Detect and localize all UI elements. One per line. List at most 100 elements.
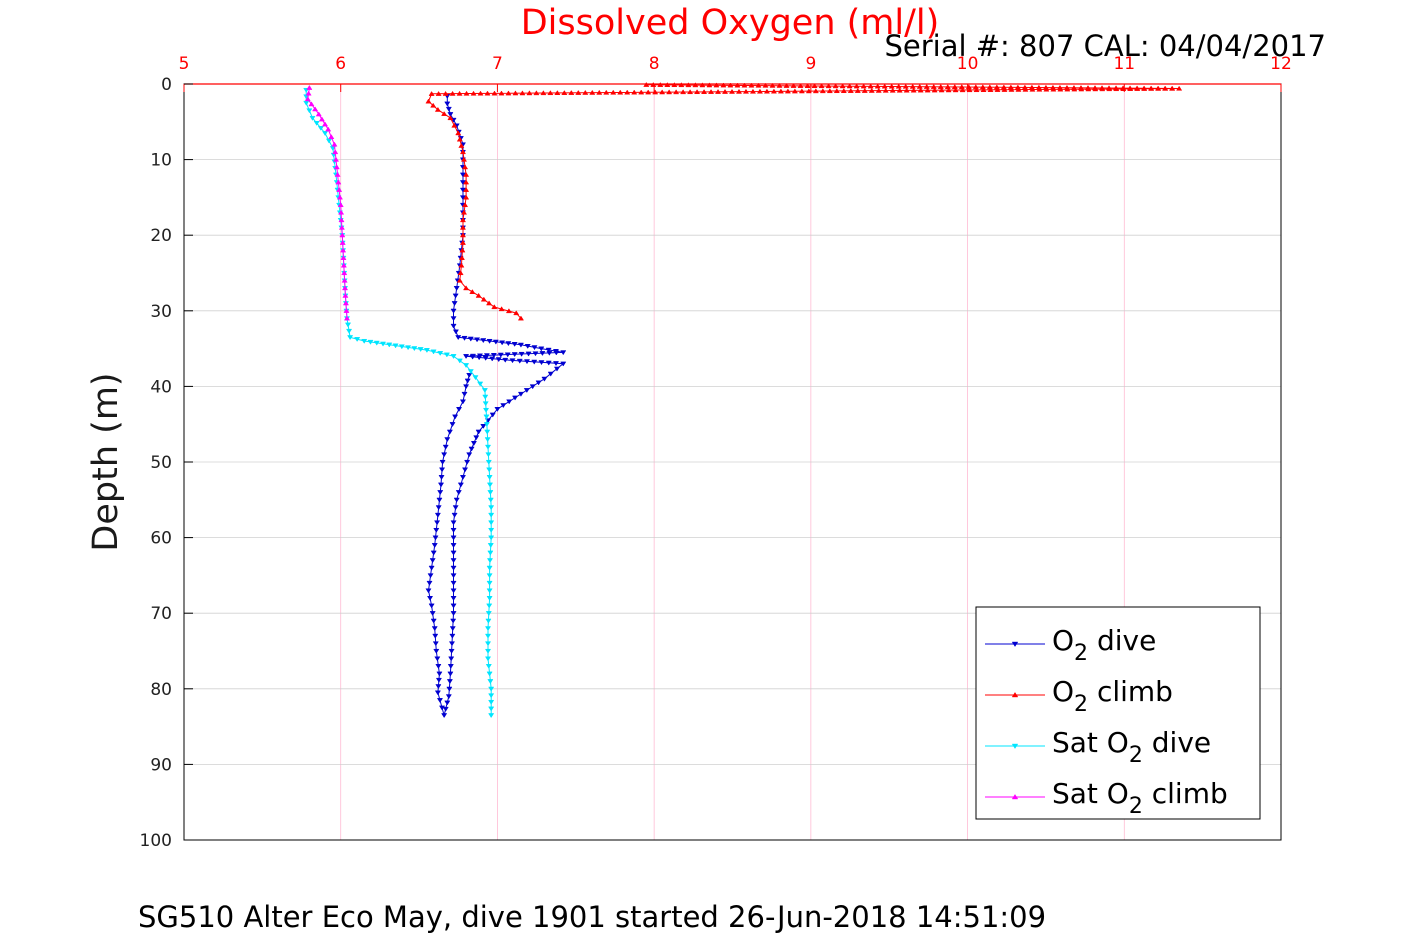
series-point <box>708 89 715 94</box>
series-point <box>833 88 840 94</box>
series-point <box>603 89 610 95</box>
series-point <box>430 349 437 355</box>
series-point <box>431 543 438 548</box>
series-point <box>379 341 387 347</box>
series-point <box>343 307 350 313</box>
series-point <box>505 341 512 347</box>
series-point <box>447 664 454 669</box>
series-point <box>469 289 476 294</box>
series-point <box>332 149 339 155</box>
series-point <box>456 90 463 96</box>
series-point <box>770 88 777 94</box>
series-point <box>494 407 501 412</box>
series-point <box>713 82 720 88</box>
series-point <box>335 179 342 185</box>
series-point <box>447 671 454 677</box>
series-point <box>553 350 560 356</box>
series-point <box>464 378 471 384</box>
series-point <box>452 414 459 420</box>
series-point <box>791 88 798 94</box>
series-point <box>459 217 467 223</box>
series-point <box>539 351 546 357</box>
series-point <box>547 371 554 377</box>
legend-entry-subscript: 2 <box>1074 692 1088 717</box>
series-point <box>839 83 846 89</box>
series-point <box>488 706 495 712</box>
legend-entry: O2 dive <box>1052 624 1156 666</box>
series-point <box>480 424 487 429</box>
series-point <box>910 87 917 93</box>
series-point <box>458 262 465 268</box>
series-point <box>434 656 441 662</box>
y-tick-label: 60 <box>150 529 172 549</box>
series-point <box>446 686 453 692</box>
series-point <box>727 82 734 88</box>
series-point <box>450 550 457 556</box>
series-point <box>436 671 443 677</box>
series-point <box>434 520 441 526</box>
series-point <box>742 88 750 94</box>
series-point <box>480 296 487 302</box>
series-point <box>811 83 818 89</box>
series-point <box>518 351 525 357</box>
series-point <box>466 372 473 378</box>
series-point <box>456 358 463 364</box>
series-point <box>506 399 513 405</box>
series-point <box>442 444 449 450</box>
series-point <box>529 384 536 390</box>
legend-box <box>975 606 1261 820</box>
series-point <box>432 633 439 639</box>
series-point <box>442 90 449 96</box>
series-point <box>451 512 458 518</box>
series-point <box>468 446 475 452</box>
series-point <box>485 459 492 465</box>
series-point <box>489 356 496 362</box>
series-point <box>596 89 603 95</box>
series-point <box>517 391 524 397</box>
series-point <box>533 90 540 96</box>
series-point <box>552 361 560 367</box>
series-point <box>473 435 480 441</box>
series-point <box>735 88 743 94</box>
series-point <box>450 603 457 609</box>
series-point <box>575 89 582 95</box>
series-point <box>1127 86 1134 91</box>
series-point <box>313 120 320 126</box>
series-point <box>1057 86 1064 92</box>
series-point <box>1029 86 1036 92</box>
series-point <box>783 82 790 88</box>
serial-cal-label: Serial #: 807 CAL: 04/04/2017 <box>884 29 1326 63</box>
series-point <box>945 87 952 93</box>
series-point <box>568 90 575 95</box>
series-point <box>439 705 446 711</box>
series-point <box>554 90 561 96</box>
series-point <box>463 285 470 291</box>
series-point <box>325 126 332 132</box>
series-point <box>455 335 462 341</box>
series-point <box>426 580 433 586</box>
series-point <box>589 89 596 95</box>
series-point <box>1036 86 1043 92</box>
series-point <box>483 353 490 359</box>
series-point <box>431 626 438 632</box>
series-point <box>966 87 973 93</box>
series-point <box>458 255 465 260</box>
series-point <box>532 351 539 357</box>
series-point <box>452 505 459 511</box>
x-tick-label: 10 <box>957 54 979 74</box>
series-point <box>463 171 470 177</box>
series-point <box>347 335 354 341</box>
series-point <box>450 535 457 541</box>
series-point <box>448 641 456 647</box>
series-point <box>937 84 944 89</box>
legend-entry-subscript: 2 <box>1129 794 1143 819</box>
series-point <box>741 82 748 88</box>
series-point <box>485 452 492 458</box>
series-point <box>1106 86 1113 92</box>
series-point <box>475 429 482 435</box>
series-point <box>325 138 333 144</box>
series-point <box>818 83 825 89</box>
series-point <box>1162 85 1169 91</box>
series-point <box>452 329 459 335</box>
series-point <box>460 156 468 162</box>
